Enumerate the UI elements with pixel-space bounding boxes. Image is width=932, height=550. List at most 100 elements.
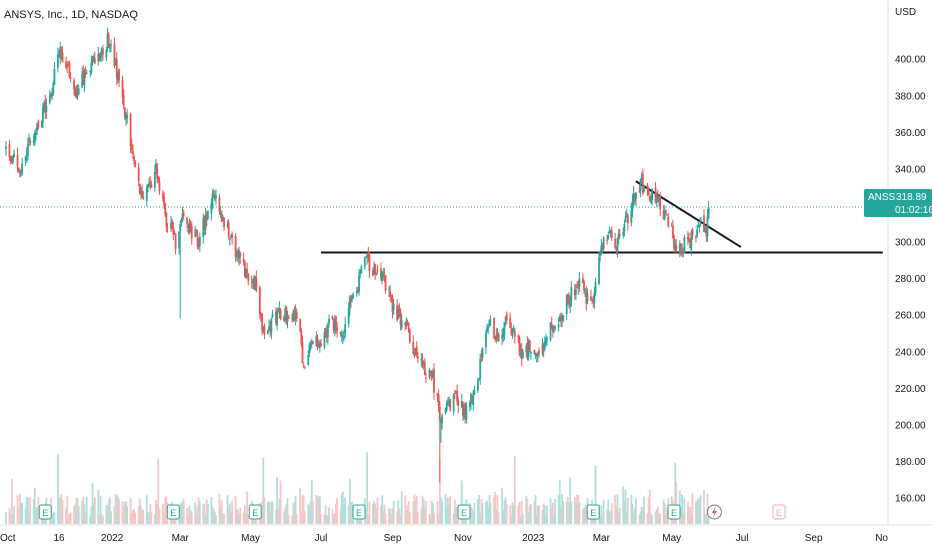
- volume-bar: [535, 514, 538, 524]
- volume-bar: [235, 509, 238, 524]
- volume-bar: [416, 512, 419, 524]
- earnings-marker[interactable]: E: [352, 504, 366, 520]
- volume-bar: [247, 514, 250, 524]
- candle-body: [202, 218, 205, 237]
- candle-body: [615, 247, 618, 251]
- candle-body: [373, 266, 375, 274]
- volume-bar: [493, 496, 495, 524]
- volume-bar: [481, 502, 484, 524]
- candle-body: [180, 219, 183, 222]
- volume-bar: [339, 508, 342, 524]
- volume-bar: [190, 512, 193, 524]
- volume-bar: [316, 495, 319, 524]
- trendline-descending-resistance[interactable]: [635, 180, 742, 248]
- volume-bar: [557, 494, 560, 524]
- volume-bar: [287, 515, 290, 524]
- candle-body: [538, 350, 540, 355]
- candle-body: [331, 316, 334, 320]
- volume-bar: [21, 502, 24, 524]
- candle-body: [593, 292, 596, 303]
- earnings-label: E: [42, 508, 48, 518]
- volume-bar: [155, 500, 157, 524]
- volume-bar: [396, 511, 399, 524]
- earnings-badge: [166, 504, 180, 520]
- candle-body: [182, 212, 185, 217]
- volume-bar: [568, 501, 570, 524]
- volume-bar: [162, 503, 164, 524]
- candle-body: [68, 63, 71, 77]
- candle-body: [566, 294, 569, 299]
- candle-body: [82, 71, 85, 85]
- candle-body: [444, 408, 447, 413]
- candle-body: [9, 155, 12, 162]
- time-axis[interactable]: Oct 16 2022 Mar May Jul Sep Nov 2023 Mar May Jul Sep…: [0, 533, 888, 544]
- candle-body: [473, 390, 476, 395]
- volume-bar: [509, 505, 512, 524]
- candle-body: [279, 309, 282, 319]
- candle-body: [382, 272, 385, 275]
- volume-bar: [142, 509, 145, 524]
- volume-bar: [376, 497, 379, 524]
- candle-body: [598, 257, 600, 284]
- candle-body: [366, 254, 369, 258]
- dividend-marker-icon[interactable]: [706, 504, 722, 520]
- candle-body: [307, 355, 310, 365]
- candle-body: [449, 399, 452, 411]
- candle-body: [651, 188, 653, 201]
- candle-body: [665, 210, 667, 214]
- candle-body: [468, 402, 471, 407]
- volume-bar: [487, 507, 490, 524]
- candle-body: [608, 232, 611, 234]
- candle-body: [118, 69, 120, 81]
- price-tick-label: 220.00: [895, 384, 926, 395]
- candle-body: [17, 167, 20, 172]
- candle-body: [292, 311, 295, 321]
- candle-body: [90, 62, 93, 74]
- candle-body: [237, 252, 239, 258]
- candle-body: [430, 374, 433, 379]
- candle-body: [622, 231, 625, 236]
- volume-bar: [60, 494, 63, 524]
- earnings-marker[interactable]: E: [586, 504, 600, 520]
- volume-bar: [75, 497, 78, 524]
- volume-bar: [390, 514, 393, 524]
- volume-bar: [406, 505, 409, 524]
- volume-bar: [578, 502, 581, 524]
- volume-bar: [391, 508, 394, 524]
- volume-bar: [641, 508, 644, 524]
- volume-bar: [503, 500, 506, 524]
- earnings-marker[interactable]: E: [38, 504, 52, 520]
- volume-bar: [655, 509, 658, 524]
- volume-bar: [504, 497, 507, 524]
- earnings-marker[interactable]: E: [772, 504, 786, 520]
- candle-body: [234, 236, 237, 257]
- candle-body: [44, 101, 47, 113]
- earnings-marker[interactable]: E: [457, 504, 471, 520]
- candle-body: [415, 346, 418, 355]
- candle-body: [84, 72, 87, 75]
- earnings-marker[interactable]: E: [248, 504, 262, 520]
- candle-body: [189, 224, 192, 226]
- earnings-marker[interactable]: E: [166, 504, 180, 520]
- earnings-marker[interactable]: E: [667, 504, 681, 520]
- volume-bar: [59, 496, 62, 524]
- candle-body: [57, 54, 59, 68]
- candle-body: [565, 296, 568, 314]
- candle-body: [121, 80, 124, 97]
- volume-bar: [343, 503, 345, 524]
- volume-bar: [277, 507, 280, 524]
- volume-bar: [194, 502, 197, 524]
- candle-body: [106, 33, 109, 49]
- candle-body: [616, 238, 619, 251]
- candle-body: [299, 319, 302, 332]
- volume-bar: [328, 507, 330, 524]
- candle-body: [301, 342, 304, 363]
- candle-body: [245, 270, 247, 279]
- volume-bar: [480, 499, 483, 524]
- candle-body: [196, 234, 199, 247]
- volume-bar: [389, 508, 392, 524]
- volume-bar: [570, 501, 573, 524]
- volume-bar: [666, 507, 668, 524]
